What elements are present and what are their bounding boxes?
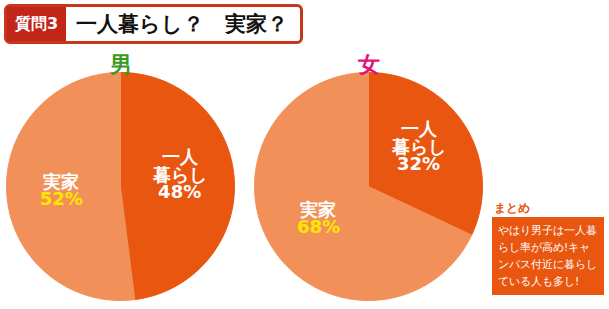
svg-text:女: 女 xyxy=(357,52,380,77)
svg-text:男: 男 xyxy=(109,52,132,77)
html-text:質問3: 質問3 xyxy=(15,14,59,33)
svg-text:48%: 48% xyxy=(158,181,201,202)
svg-text:実家: 実家 xyxy=(43,171,80,193)
svg-text:一人暮らし: 一人暮らし xyxy=(152,146,207,185)
svg-text:実家: 実家 xyxy=(300,199,337,221)
html-text:やはり男子は一人暮らし率が高め!キャンパス付近に暮らしている: やはり男子は一人暮らし率が高め!キャンパス付近に暮らしている人も多し! xyxy=(498,224,597,287)
svg-text:32%: 32% xyxy=(397,153,440,174)
svg-text:52%: 52% xyxy=(40,188,83,209)
html-text:一人暮らし？ 実家？: 一人暮らし？ 実家？ xyxy=(76,12,289,36)
svg-text:68%: 68% xyxy=(297,216,340,237)
svg-text:一人暮らし: 一人暮らし xyxy=(391,118,446,157)
html-text:まとめ: まとめ xyxy=(494,201,530,215)
